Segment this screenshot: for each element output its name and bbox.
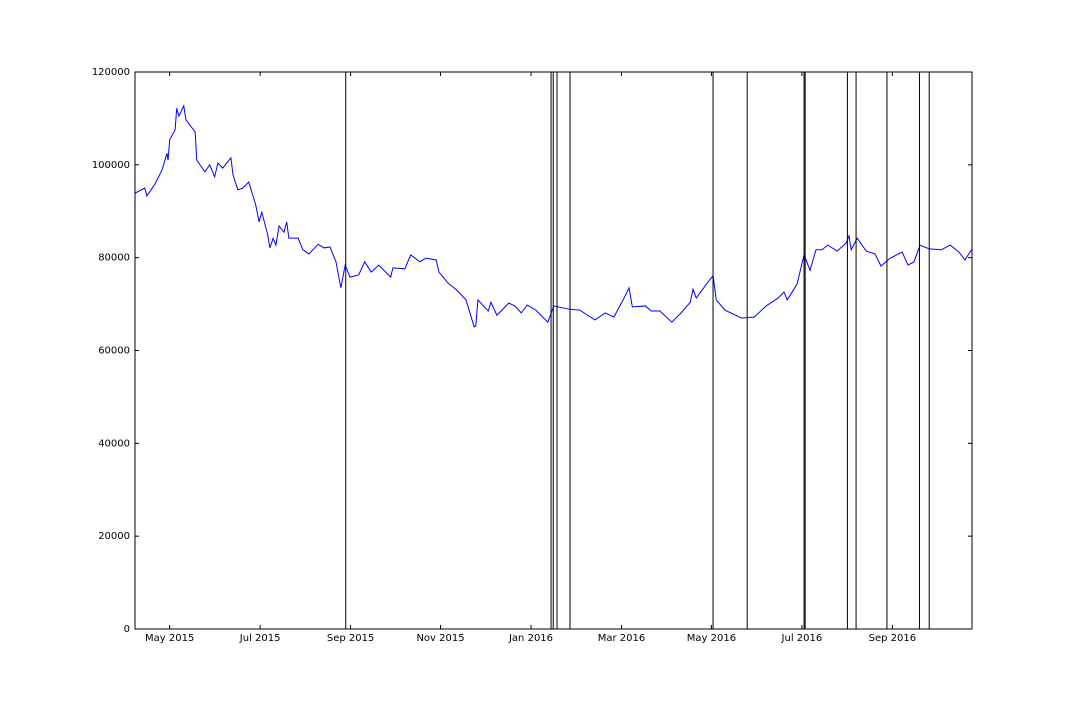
y-tick-label: 0 bbox=[124, 624, 130, 635]
y-tick-label: 40000 bbox=[98, 438, 130, 449]
y-tick-label: 60000 bbox=[98, 346, 130, 357]
x-tick-label: Sep 2015 bbox=[327, 633, 374, 644]
x-tick-label: Sep 2016 bbox=[869, 633, 916, 644]
x-tick-label: Jul 2015 bbox=[239, 633, 281, 644]
data-line bbox=[134, 104, 972, 328]
x-tick-label: Jul 2016 bbox=[781, 633, 823, 644]
y-tick-label: 80000 bbox=[98, 253, 130, 264]
y-tick-label: 100000 bbox=[92, 160, 130, 171]
plot-frame bbox=[134, 71, 973, 630]
x-tick-label: Mar 2016 bbox=[598, 633, 646, 644]
y-tick-label: 120000 bbox=[92, 67, 130, 78]
y-tick-label: 20000 bbox=[98, 531, 130, 542]
x-tick-label: Nov 2015 bbox=[416, 633, 464, 644]
x-tick-label: May 2015 bbox=[145, 633, 194, 644]
x-tick-label: Jan 2016 bbox=[508, 633, 553, 644]
x-tick-label: May 2016 bbox=[687, 633, 736, 644]
